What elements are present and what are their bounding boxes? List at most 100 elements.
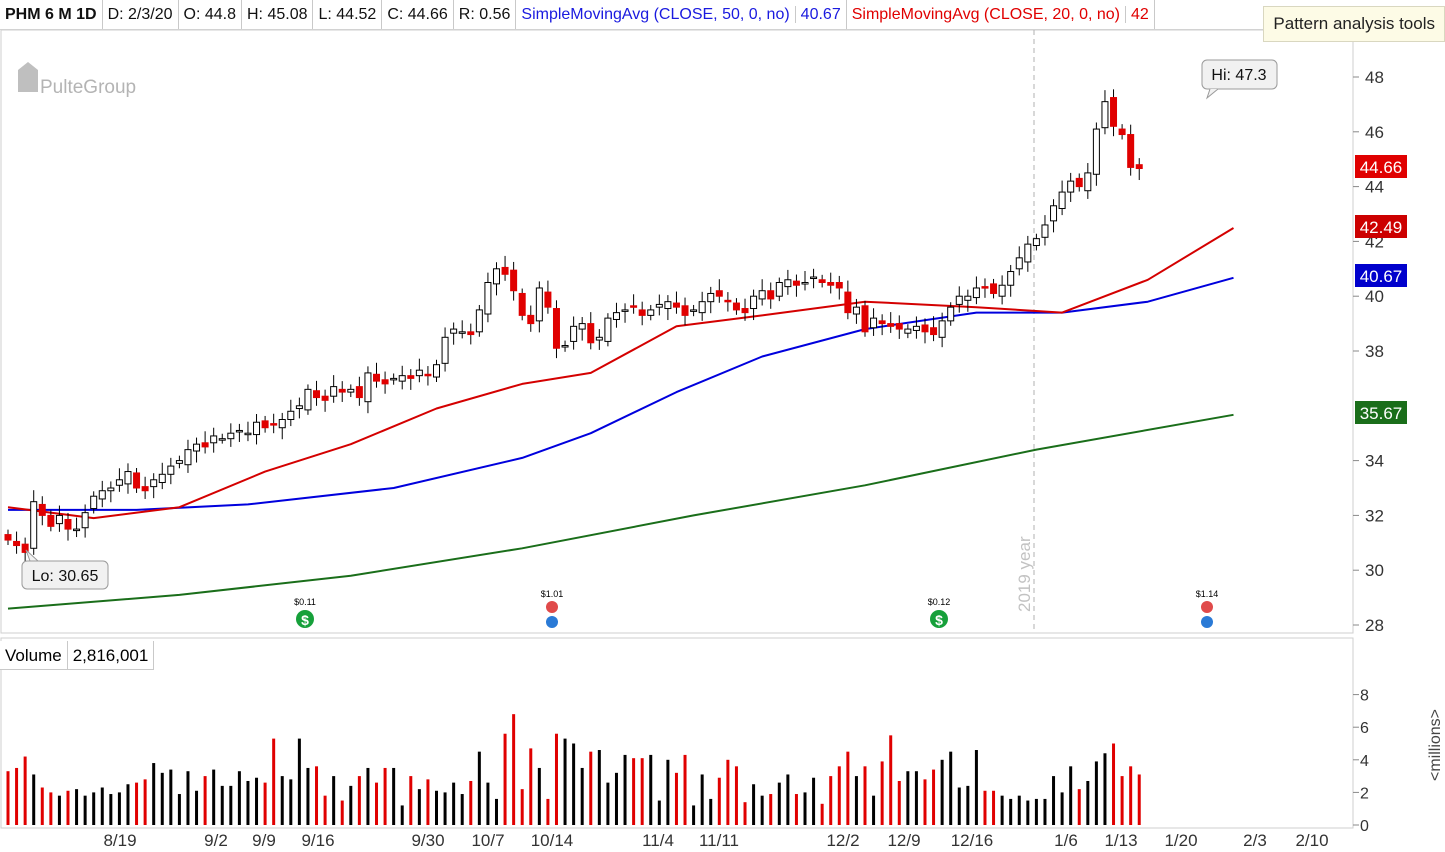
candle-body (938, 320, 946, 338)
volume-bar (1052, 776, 1056, 825)
volume-bar (572, 743, 576, 825)
candle-body (21, 543, 29, 553)
earnings-marker-2[interactable]: $1.14 (1196, 589, 1219, 628)
dividend-amount-1: $0.11 (294, 597, 316, 607)
candle-body (767, 290, 775, 300)
symbol-label[interactable]: PHM 6 M 1D (0, 0, 103, 29)
dividend-marker-2[interactable]: $0.12 $ (928, 597, 951, 628)
sma200-line (7, 413, 1234, 610)
volume-bar (1120, 776, 1124, 825)
candlestick (947, 302, 955, 326)
candlestick (1118, 124, 1126, 140)
candle-body (1015, 257, 1023, 270)
candle-body (415, 369, 423, 377)
date-tick-label: 9/2 (204, 831, 228, 850)
candlestick (672, 291, 680, 314)
candlesticks (4, 89, 1143, 564)
volume-bar (83, 795, 87, 825)
candle-body (407, 375, 415, 379)
candlestick (47, 510, 55, 532)
price-tick-label: 32 (1365, 506, 1384, 525)
candle-body (330, 386, 338, 397)
candle-body (510, 269, 518, 292)
candle-body (1101, 101, 1109, 129)
date-tick-label: 8/19 (103, 831, 136, 850)
dollar-icon: $ (301, 612, 309, 628)
candlestick (1041, 215, 1049, 246)
volume-panel-frame (0, 637, 1354, 829)
candle-body (750, 295, 758, 310)
high-bubble-text: Hi: 47.3 (1211, 67, 1266, 84)
candlestick (518, 288, 526, 321)
candle-body (810, 276, 818, 280)
volume-bar (589, 751, 593, 825)
candle-body (518, 292, 526, 316)
candlestick (775, 277, 783, 302)
volume-bar (160, 772, 164, 825)
candle-body (1110, 97, 1118, 127)
candle-body (1084, 172, 1092, 192)
candle-body (1135, 164, 1143, 170)
candle-body (604, 317, 612, 342)
candle-body (672, 302, 680, 308)
dividend-marker-1[interactable]: $0.11 $ (294, 597, 316, 628)
volume-bar (460, 794, 464, 825)
volume-bar (752, 784, 756, 825)
candle-body (227, 432, 235, 440)
candle-body (758, 290, 766, 300)
candlestick (278, 412, 286, 440)
volume-bar (966, 785, 970, 825)
volume-bar (692, 805, 696, 825)
volume-bar (229, 785, 233, 825)
candlestick (750, 289, 758, 321)
candlestick (912, 316, 920, 339)
candle-body (904, 328, 912, 334)
candle-body (253, 421, 261, 436)
candle-body (270, 423, 278, 426)
volume-tick-label: 0 (1360, 818, 1369, 835)
volume-bar (263, 782, 267, 825)
candle-body (887, 323, 895, 327)
close-readout: C: 44.66 (382, 0, 454, 29)
low-bubble-text: Lo: 30.65 (32, 568, 99, 585)
earnings-marker-1[interactable]: $1.01 (541, 589, 564, 628)
candle-body (467, 331, 475, 336)
volume-bar (383, 767, 387, 825)
candlestick (1067, 172, 1075, 202)
volume-bar (49, 792, 53, 825)
volume-bar (494, 798, 498, 825)
candlestick (1058, 180, 1066, 216)
candlestick (501, 255, 509, 281)
candlestick (38, 496, 46, 526)
volume-bar (109, 794, 113, 825)
candle-body (81, 512, 89, 529)
sma20-legend[interactable]: SimpleMovingAvg (CLOSE, 20, 0, no) 42 (847, 0, 1155, 29)
volume-bar (520, 789, 524, 825)
candle-body (681, 305, 689, 316)
sma20-line (7, 227, 1235, 520)
volume-bar (1137, 774, 1141, 825)
volume-bar (255, 777, 259, 825)
candlestick (433, 359, 440, 382)
candle-body (235, 429, 243, 433)
candle-body (870, 317, 878, 329)
volume-bar (1034, 798, 1038, 825)
candlestick (235, 423, 243, 442)
candle-body (612, 312, 620, 320)
candlestick (124, 463, 132, 494)
volume-bar (889, 735, 893, 825)
candle-body (175, 460, 183, 464)
candlestick (287, 399, 295, 427)
volume-bars (6, 714, 1141, 825)
sma50-badge: 40.67 (1355, 264, 1407, 287)
volume-bar (452, 782, 456, 825)
volume-bar (666, 759, 670, 825)
candlestick (887, 312, 895, 333)
sma50-legend[interactable]: SimpleMovingAvg (CLOSE, 50, 0, no) 40.67 (516, 0, 847, 29)
volume-bar (932, 769, 936, 825)
candle-body (458, 331, 466, 334)
candle-body (244, 432, 252, 436)
volume-bar (100, 787, 104, 825)
